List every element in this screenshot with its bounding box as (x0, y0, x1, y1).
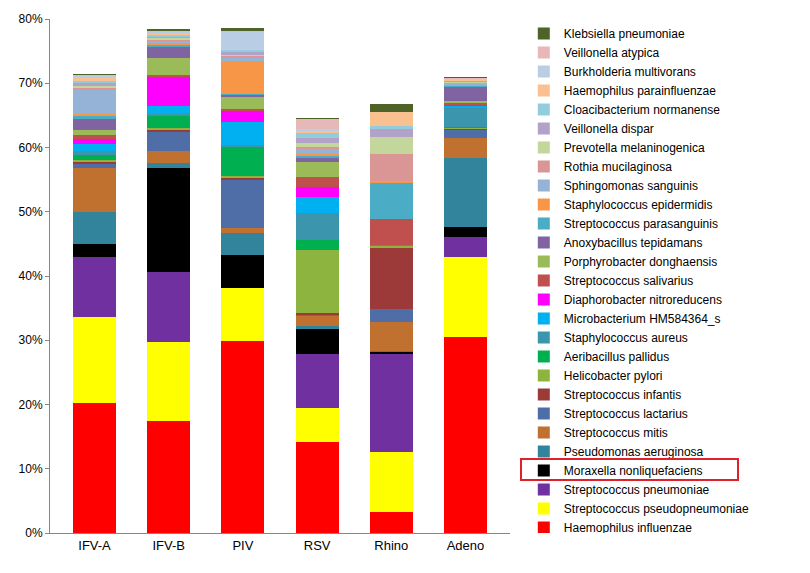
svg-text:Burkholderia multivorans: Burkholderia multivorans (564, 65, 696, 79)
svg-text:10%: 10% (19, 462, 43, 476)
svg-text:Porphyrobacter donghaensis: Porphyrobacter donghaensis (564, 255, 717, 269)
svg-text:0%: 0% (25, 526, 43, 540)
svg-text:60%: 60% (19, 141, 43, 155)
svg-text:Staphylococcus epidermidis: Staphylococcus epidermidis (564, 198, 713, 212)
svg-text:IFV-B: IFV-B (152, 538, 185, 553)
svg-text:Rhino: Rhino (374, 538, 408, 553)
svg-text:Streptococcus lactarius: Streptococcus lactarius (564, 407, 688, 421)
svg-text:Streptococcus mitis: Streptococcus mitis (564, 426, 668, 440)
svg-text:40%: 40% (19, 269, 43, 283)
svg-text:PIV: PIV (232, 538, 253, 553)
svg-text:Moraxella nonliquefaciens: Moraxella nonliquefaciens (564, 464, 703, 478)
svg-text:30%: 30% (19, 333, 43, 347)
svg-text:IFV-A: IFV-A (78, 538, 111, 553)
svg-text:Klebsiella pneumoniae: Klebsiella pneumoniae (564, 27, 685, 41)
svg-text:RSV: RSV (304, 538, 331, 553)
svg-text:Helicobacter pylori: Helicobacter pylori (564, 369, 663, 383)
svg-text:20%: 20% (19, 398, 43, 412)
svg-text:Streptococcus infantis: Streptococcus infantis (564, 388, 681, 402)
svg-text:Aeribacillus pallidus: Aeribacillus pallidus (564, 350, 669, 364)
svg-text:Pseudomonas aeruginosa: Pseudomonas aeruginosa (564, 445, 704, 459)
svg-text:Diaphorobacter nitroreducens: Diaphorobacter nitroreducens (564, 293, 722, 307)
svg-text:Cloacibacterium normanense: Cloacibacterium normanense (564, 103, 720, 117)
svg-text:Prevotella melaninogenica: Prevotella melaninogenica (564, 141, 705, 155)
svg-text:Haemophilus influenzae: Haemophilus influenzae (564, 521, 692, 533)
svg-text:Veillonella dispar: Veillonella dispar (564, 122, 654, 136)
svg-text:Adeno: Adeno (447, 538, 485, 553)
svg-text:Streptococcus pseudopneumoniae: Streptococcus pseudopneumoniae (564, 502, 749, 516)
svg-text:Streptococcus salivarius: Streptococcus salivarius (564, 274, 693, 288)
svg-text:Haemophilus parainfluenzae: Haemophilus parainfluenzae (564, 84, 716, 98)
svg-text:Staphylococcus aureus: Staphylococcus aureus (564, 331, 688, 345)
svg-text:80%: 80% (19, 12, 43, 26)
svg-text:Streptococcus pneumoniae: Streptococcus pneumoniae (564, 483, 710, 497)
svg-text:70%: 70% (19, 76, 43, 90)
svg-text:Streptococcus parasanguinis: Streptococcus parasanguinis (564, 217, 718, 231)
svg-text:Rothia mucilaginosa: Rothia mucilaginosa (564, 160, 672, 174)
svg-text:Anoxybacillus tepidamans: Anoxybacillus tepidamans (564, 236, 703, 250)
svg-text:Sphingomonas sanguinis: Sphingomonas sanguinis (564, 179, 698, 193)
svg-text:50%: 50% (19, 205, 43, 219)
svg-text:Microbacterium HM584364_s: Microbacterium HM584364_s (564, 312, 721, 326)
svg-text:Veillonella atypica: Veillonella atypica (564, 46, 660, 60)
